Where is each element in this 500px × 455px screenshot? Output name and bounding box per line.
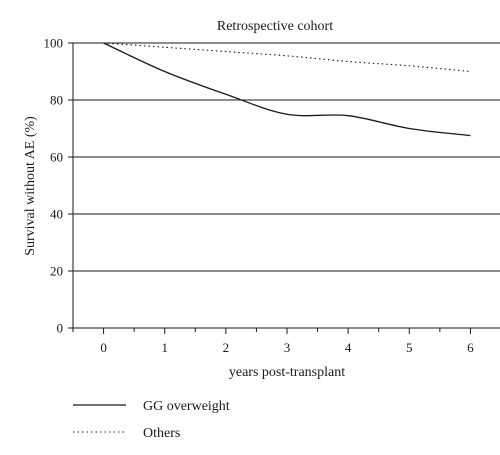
- y-tick-label: 60: [50, 150, 63, 165]
- legend-label: GG overweight: [143, 399, 230, 414]
- x-tick-label: 6: [467, 340, 474, 355]
- x-axis-label: years post-transplant: [229, 365, 345, 380]
- legend-label: Others: [143, 426, 180, 441]
- y-tick-label: 100: [44, 36, 64, 51]
- x-tick-label: 5: [406, 340, 413, 355]
- y-axis: 0 20 40 60 80 100: [44, 36, 73, 336]
- series-line-2: [103, 42, 471, 73]
- x-tick-label: 4: [345, 340, 352, 355]
- y-tick-label: 80: [50, 93, 63, 108]
- series-layer: [103, 42, 471, 137]
- x-tick-label: 1: [161, 340, 168, 355]
- series-line-1: [103, 42, 471, 137]
- x-tick-label: 2: [223, 340, 230, 355]
- x-tick-label: 3: [284, 340, 291, 355]
- x-axis: 0 1 2 3 4 5 6: [72, 328, 474, 355]
- y-tick-label: 40: [50, 207, 63, 222]
- x-tick-label: 0: [100, 340, 107, 355]
- grid-lines: [73, 99, 500, 272]
- y-axis-label: Survival without AE (%): [23, 116, 38, 256]
- y-tick-label: 20: [50, 264, 63, 279]
- chart-title: Retrospective cohort: [217, 19, 333, 34]
- plot-area: [72, 42, 500, 329]
- legend: GG overweight Others: [73, 399, 230, 441]
- y-tick-label: 0: [57, 321, 64, 336]
